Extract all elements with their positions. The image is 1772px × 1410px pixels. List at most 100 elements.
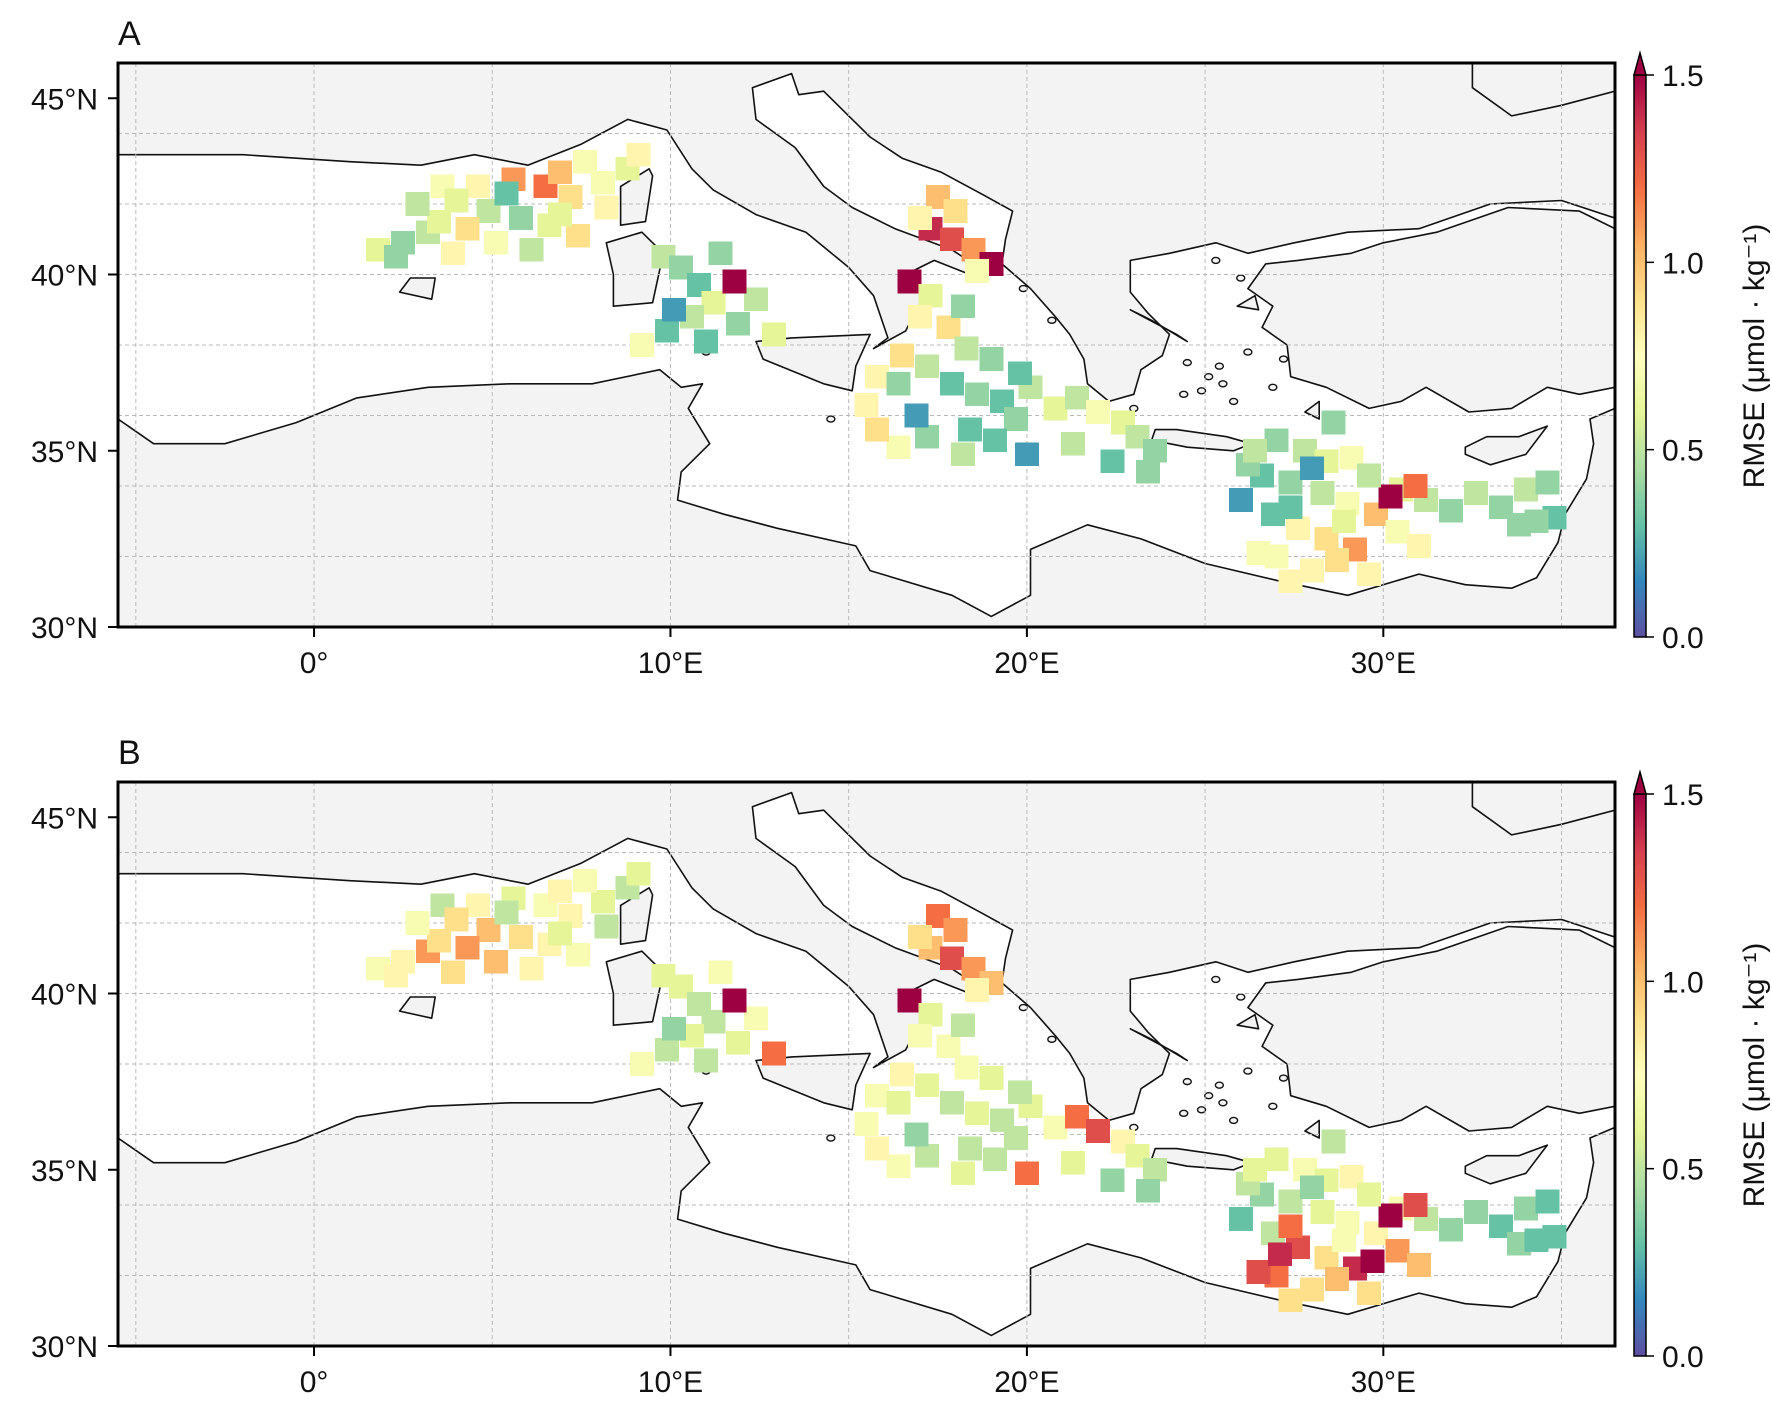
rmse-cell	[494, 900, 519, 925]
island-speck	[1182, 1077, 1192, 1086]
rmse-cell	[908, 206, 932, 230]
island-speck	[1211, 256, 1221, 265]
y-tick-label: 35°N	[31, 436, 98, 469]
rmse-cell	[915, 1073, 940, 1097]
rmse-cell	[954, 336, 979, 361]
rmse-cell	[1246, 1260, 1271, 1284]
rmse-cell	[1064, 1105, 1089, 1129]
rmse-cell	[466, 174, 490, 199]
rmse-cell	[594, 914, 619, 939]
rmse-cell	[1278, 1189, 1303, 1214]
rmse-cell	[965, 259, 989, 283]
rmse-cell	[1524, 509, 1549, 534]
x-tick-label: 0°	[300, 1366, 329, 1399]
rmse-cell	[1300, 1175, 1325, 1200]
rmse-cell	[918, 283, 943, 308]
rmse-cell	[722, 269, 747, 294]
rmse-cell	[701, 1009, 726, 1034]
rmse-cell	[915, 424, 940, 449]
rmse-cell	[1513, 477, 1538, 502]
rmse-cell	[630, 1052, 654, 1076]
land-balearic	[398, 277, 437, 301]
colorbar-extend-arrow	[1633, 50, 1647, 76]
rmse-cell	[466, 893, 490, 918]
rmse-cell	[1310, 481, 1335, 505]
y-tick-label: 40°N	[31, 979, 98, 1012]
rmse-cell	[979, 1066, 1004, 1090]
rmse-cell	[965, 382, 989, 407]
rmse-cell	[726, 312, 751, 336]
island-speck	[826, 415, 836, 423]
rmse-cell	[548, 160, 572, 185]
rmse-cell	[1061, 431, 1086, 456]
island-speck	[1243, 348, 1253, 356]
x-tick-label: 30°E	[1351, 1366, 1416, 1399]
rmse-cell	[865, 364, 890, 389]
island-speck	[1278, 1074, 1289, 1082]
land-crimea	[1471, 63, 1615, 117]
rmse-cell	[630, 333, 654, 357]
panel-label: B	[118, 734, 141, 772]
land-crete	[1150, 428, 1253, 452]
rmse-cell	[982, 428, 1007, 452]
land-cyprus	[1464, 425, 1549, 466]
rmse-cell	[1100, 1168, 1125, 1193]
rmse-cell	[1243, 1157, 1267, 1182]
rmse-cell	[761, 1041, 786, 1066]
rmse-cell	[548, 921, 572, 946]
island-speck	[1228, 397, 1239, 406]
rmse-cell	[1278, 495, 1303, 519]
rmse-cell	[494, 181, 519, 206]
rmse-cell	[1264, 1147, 1289, 1171]
rmse-cell	[548, 202, 572, 227]
rmse-cell	[890, 1062, 915, 1087]
rmse-cell	[441, 241, 466, 266]
rmse-cell	[1246, 541, 1271, 565]
rmse-cell	[1043, 1115, 1068, 1140]
x-tick-label: 20°E	[994, 647, 1059, 680]
rmse-cell	[1407, 1253, 1431, 1277]
colorbar-tick-label: 0.0	[1662, 622, 1704, 655]
rmse-cell	[1004, 407, 1029, 431]
land-euboea	[1129, 1028, 1189, 1062]
colorbar: 0.0 0.5 1.0 1.5 RMSE (μmol · kg⁻¹)	[1633, 50, 1771, 655]
rmse-cell	[897, 988, 922, 1013]
rmse-cell	[1264, 428, 1289, 452]
island-speck	[1236, 274, 1246, 282]
rmse-cell	[654, 1038, 679, 1062]
rmse-cell	[590, 171, 615, 195]
rmse-cells	[366, 861, 1567, 1312]
rmse-cell	[726, 1031, 751, 1055]
panel-label: A	[118, 15, 141, 53]
rmse-cell	[954, 1055, 979, 1080]
land-lesbos	[1236, 1013, 1260, 1030]
rmse-cell	[744, 1006, 768, 1030]
island-speck	[1268, 383, 1278, 391]
rmse-cell	[519, 238, 544, 262]
rmse-cell	[1357, 1281, 1382, 1305]
colorbar-extend-arrow	[1633, 769, 1647, 795]
rmse-cell	[572, 868, 597, 893]
x-tick-label: 0°	[300, 647, 329, 680]
rmse-cell	[1357, 562, 1382, 586]
island-speck	[1228, 1116, 1239, 1125]
rmse-cell	[1143, 438, 1168, 463]
rmse-cell	[940, 946, 965, 971]
colorbar-tick-label: 0.5	[1662, 1154, 1704, 1187]
rmse-cell	[1243, 438, 1267, 463]
land-rhodes	[1304, 1119, 1320, 1139]
colorbar-tick-label: 1.0	[1662, 966, 1704, 999]
island-speck	[1129, 404, 1139, 413]
rmse-cell	[1228, 1207, 1253, 1231]
island-speck	[1214, 1081, 1225, 1089]
rmse-cell	[1360, 1249, 1385, 1274]
island-speck	[1182, 358, 1192, 367]
rmse-cell	[455, 935, 480, 960]
colorbar-tick-label: 0.0	[1662, 1341, 1704, 1374]
rmse-cell	[565, 223, 590, 248]
rmse-cell	[1535, 1189, 1560, 1214]
rmse-cell	[1285, 516, 1310, 541]
rmse-cell	[444, 907, 469, 932]
rmse-cell	[548, 879, 572, 904]
x-tick-label: 10°E	[638, 647, 703, 680]
